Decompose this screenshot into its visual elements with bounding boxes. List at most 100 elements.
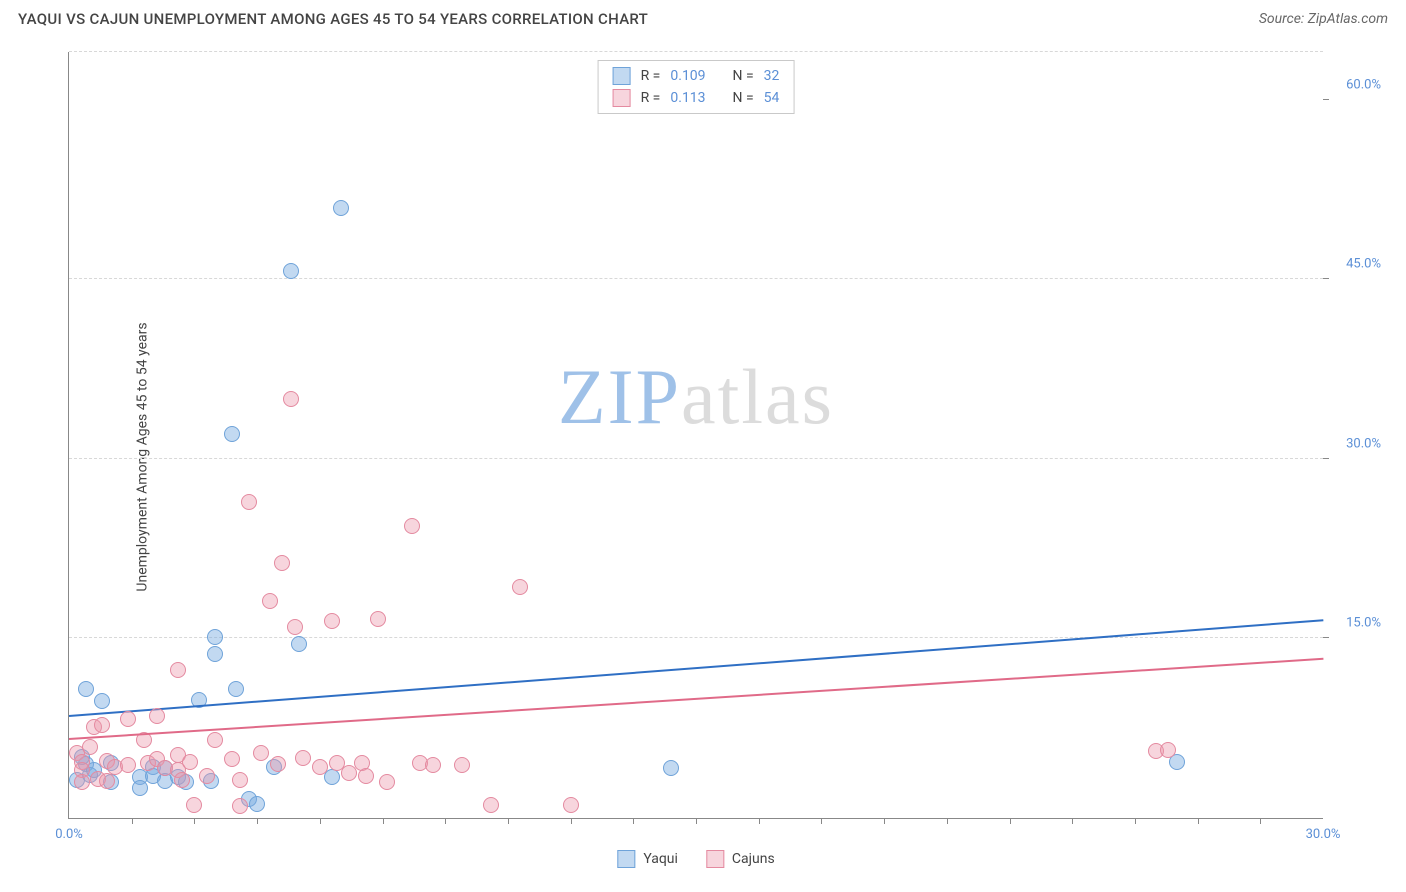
source-label: Source: ZipAtlas.com [1259, 11, 1388, 27]
data-point [120, 711, 136, 727]
legend-swatch [613, 89, 631, 107]
data-point [170, 662, 186, 678]
gridline [69, 51, 1323, 52]
xtick-mark [1260, 818, 1261, 824]
data-point [563, 797, 579, 813]
data-point [94, 693, 110, 709]
data-point [454, 757, 470, 773]
legend-r-label: R = [641, 68, 661, 84]
xtick-mark [1198, 818, 1199, 824]
data-point [274, 555, 290, 571]
data-point [262, 593, 278, 609]
legend-swatch [706, 850, 724, 868]
data-point [370, 611, 386, 627]
xtick-mark [383, 818, 384, 824]
data-point [207, 732, 223, 748]
xtick-mark [633, 818, 634, 824]
xtick-mark [947, 818, 948, 824]
ytick-mark [1323, 99, 1329, 100]
data-point [132, 780, 148, 796]
legend-label: Yaqui [643, 851, 678, 867]
correlation-legend: R = 0.109 N = 32 R = 0.113 N = 54 [598, 60, 795, 114]
data-point [232, 798, 248, 814]
legend-n-value: 32 [764, 68, 780, 84]
data-point [283, 263, 299, 279]
xtick-mark [445, 818, 446, 824]
data-point [512, 579, 528, 595]
data-point [186, 797, 202, 813]
legend-n-label: N = [733, 90, 754, 106]
data-point [207, 646, 223, 662]
legend-item: Cajuns [706, 850, 775, 868]
xtick-mark [320, 818, 321, 824]
xtick-mark [132, 818, 133, 824]
data-point [291, 636, 307, 652]
data-point [94, 717, 110, 733]
gridline [69, 278, 1323, 279]
data-point [207, 629, 223, 645]
data-point [1160, 742, 1176, 758]
xtick-mark [508, 818, 509, 824]
data-point [99, 773, 115, 789]
xtick-label: 30.0% [1306, 827, 1341, 842]
xtick-mark [696, 818, 697, 824]
xtick-mark [571, 818, 572, 824]
xtick-mark [821, 818, 822, 824]
data-point [241, 494, 257, 510]
xtick-mark [257, 818, 258, 824]
data-point [82, 739, 98, 755]
ytick-label: 45.0% [1346, 257, 1381, 272]
data-point [149, 708, 165, 724]
series-legend: Yaqui Cajuns [617, 850, 774, 868]
data-point [224, 426, 240, 442]
trend-line [69, 658, 1323, 740]
data-point [324, 613, 340, 629]
chart-header: YAQUI VS CAJUN UNEMPLOYMENT AMONG AGES 4… [0, 0, 1406, 34]
data-point [224, 751, 240, 767]
data-point [199, 768, 215, 784]
xtick-mark [1135, 818, 1136, 824]
xtick-mark [884, 818, 885, 824]
chart-container: Unemployment Among Ages 45 to 54 years Z… [18, 40, 1388, 874]
legend-r-label: R = [641, 90, 661, 106]
data-point [232, 772, 248, 788]
data-point [74, 774, 90, 790]
gridline [69, 637, 1323, 638]
ytick-label: 30.0% [1346, 436, 1381, 451]
chart-title: YAQUI VS CAJUN UNEMPLOYMENT AMONG AGES 4… [18, 10, 648, 28]
xtick-mark [1010, 818, 1011, 824]
data-point [174, 772, 190, 788]
data-point [78, 681, 94, 697]
legend-n-label: N = [733, 68, 754, 84]
data-point [324, 769, 340, 785]
data-point [120, 757, 136, 773]
legend-r-value: 0.113 [670, 90, 705, 106]
legend-row: R = 0.109 N = 32 [613, 67, 780, 85]
data-point [379, 774, 395, 790]
data-point [270, 756, 286, 772]
data-point [283, 391, 299, 407]
xtick-mark [759, 818, 760, 824]
legend-item: Yaqui [617, 850, 678, 868]
trend-line [69, 620, 1323, 718]
legend-row: R = 0.113 N = 54 [613, 89, 780, 107]
data-point [228, 681, 244, 697]
gridline [69, 458, 1323, 459]
watermark-atlas: atlas [681, 353, 834, 440]
data-point [483, 797, 499, 813]
legend-swatch [613, 67, 631, 85]
data-point [333, 200, 349, 216]
data-point [663, 760, 679, 776]
ytick-mark [1323, 458, 1329, 459]
watermark: ZIPatlas [558, 352, 834, 442]
plot-area: ZIPatlas R =0.109 N =32R =0.113 N =54 Ya… [68, 52, 1323, 819]
ytick-mark [1323, 637, 1329, 638]
data-point [312, 759, 328, 775]
xtick-label: 0.0% [55, 827, 83, 842]
legend-n-value: 54 [764, 90, 780, 106]
data-point [358, 768, 374, 784]
legend-label: Cajuns [732, 851, 775, 867]
ytick-label: 15.0% [1346, 616, 1381, 631]
legend-r-value: 0.109 [670, 68, 705, 84]
data-point [249, 796, 265, 812]
